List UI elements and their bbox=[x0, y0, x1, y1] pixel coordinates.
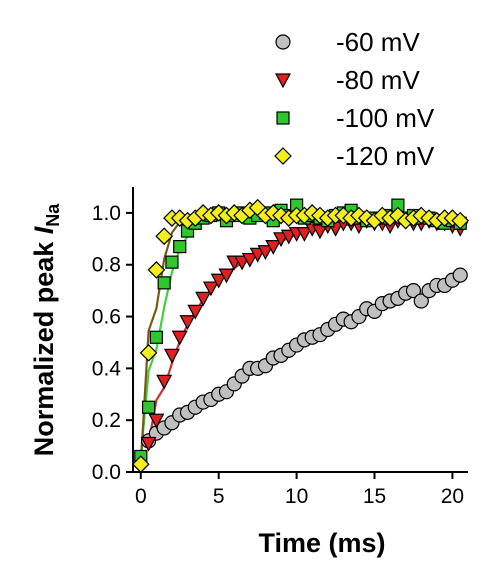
plot-area bbox=[131, 198, 470, 474]
x-ticks: 0 5 10 15 20 bbox=[135, 472, 464, 508]
series-2-point-2 bbox=[149, 330, 163, 344]
legend-marker-3 bbox=[274, 147, 292, 165]
y-tick-label-1: 0.2 bbox=[92, 409, 121, 432]
x-tick-label-3: 15 bbox=[363, 485, 386, 508]
x-axis-title: Time (ms) bbox=[258, 528, 385, 558]
x-tick-label-1: 5 bbox=[213, 485, 225, 508]
series-1-point-8 bbox=[202, 281, 219, 297]
series-1-point-13 bbox=[241, 252, 258, 268]
series-1-point-6 bbox=[187, 304, 204, 320]
series-1-point-16 bbox=[265, 239, 282, 255]
series-1-point-0 bbox=[140, 436, 157, 452]
y-ticks: 0.0 0.2 0.4 0.6 0.8 1.0 bbox=[92, 202, 133, 484]
series-0 bbox=[140, 267, 468, 449]
legend-marker-1 bbox=[274, 73, 292, 89]
legend: -60 mV -80 mV -100 mV -120 mV bbox=[274, 27, 435, 171]
series-1-point-3 bbox=[163, 348, 180, 364]
series-1-point-1 bbox=[148, 413, 165, 429]
series-3-point-2 bbox=[147, 261, 166, 279]
series-1-point-20 bbox=[296, 227, 313, 242]
series-2-point-3 bbox=[157, 276, 171, 290]
y-axis-title: Normalized peak INa bbox=[29, 203, 63, 457]
series-1-point-22 bbox=[311, 224, 328, 240]
x-tick-label-0: 0 bbox=[135, 485, 147, 508]
legend-label-1: -80 mV bbox=[336, 65, 420, 95]
series-0-point-35 bbox=[413, 293, 429, 309]
legend-marker-0 bbox=[275, 34, 291, 50]
series-2-point-4 bbox=[165, 255, 179, 269]
series-0-point-40 bbox=[452, 267, 468, 283]
series-1-point-15 bbox=[257, 245, 274, 261]
legend-label-3: -120 mV bbox=[336, 141, 435, 171]
series-0-point-34 bbox=[405, 283, 422, 299]
series-1-point-9 bbox=[210, 273, 227, 289]
y-tick-label-5: 1.0 bbox=[92, 202, 121, 225]
y-tick-label-4: 0.8 bbox=[92, 254, 121, 277]
series-1-point-5 bbox=[179, 315, 196, 330]
series-3-point-41 bbox=[451, 211, 470, 230]
x-tick-label-2: 10 bbox=[285, 485, 308, 508]
series-2-point-1 bbox=[141, 400, 156, 414]
y-tick-label-3: 0.6 bbox=[92, 306, 121, 329]
x-tick-label-4: 20 bbox=[441, 485, 464, 508]
series-2-point-5 bbox=[173, 239, 187, 254]
series-3-point-3 bbox=[155, 227, 174, 246]
y-tick-label-2: 0.4 bbox=[92, 357, 122, 380]
series-3-point-1 bbox=[139, 343, 158, 362]
legend-label-2: -100 mV bbox=[336, 103, 435, 133]
series-1-point-2 bbox=[156, 374, 173, 390]
legend-label-0: -60 mV bbox=[336, 27, 420, 57]
y-axis-title-italic: I bbox=[29, 226, 59, 234]
legend-marker-2 bbox=[276, 111, 290, 125]
series-1-point-4 bbox=[171, 330, 188, 346]
data-markers bbox=[131, 198, 470, 474]
y-axis-title-subscript: Na bbox=[43, 203, 63, 227]
series-3 bbox=[131, 198, 470, 474]
series-1-point-10 bbox=[218, 268, 235, 284]
y-axis-title-main: Normalized peak bbox=[29, 234, 59, 456]
fit-curve-0 bbox=[147, 279, 461, 442]
y-tick-label-0: 0.0 bbox=[92, 461, 121, 484]
axes: 0 5 10 15 20 0.0 0.2 0.4 0.6 0.8 1.0 bbox=[92, 187, 468, 508]
series-1-point-7 bbox=[195, 291, 212, 307]
